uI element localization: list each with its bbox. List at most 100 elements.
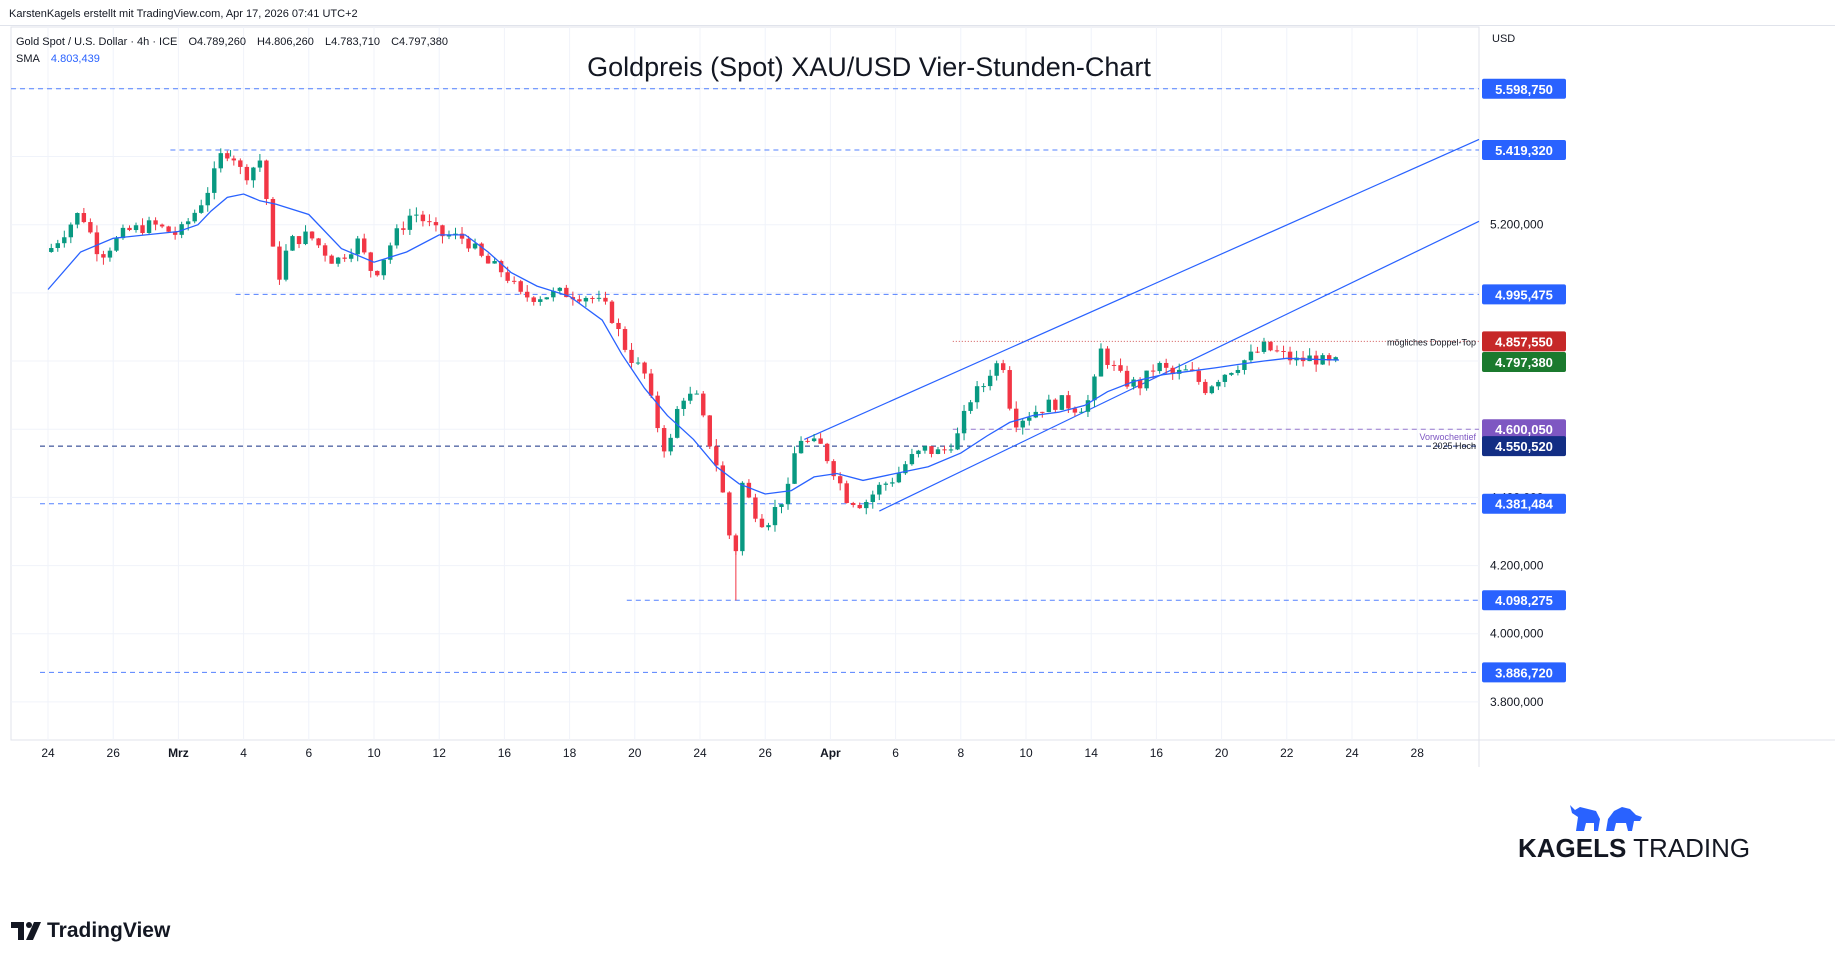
- candle-body: [903, 464, 908, 474]
- candle-body: [720, 465, 726, 493]
- candle-body: [1020, 420, 1025, 428]
- level-badge: [1482, 139, 1566, 160]
- candle-body: [1261, 341, 1267, 352]
- candle-body: [864, 501, 869, 509]
- candle-body: [818, 438, 823, 444]
- candle-body: [479, 243, 484, 256]
- candle-body: [759, 518, 765, 528]
- candle-body: [1053, 399, 1058, 410]
- level-badge: [1482, 351, 1566, 372]
- candle-body: [785, 483, 791, 505]
- candle-body: [857, 504, 862, 509]
- candle-body: [981, 386, 986, 388]
- candle-body: [166, 226, 171, 232]
- candle-body: [844, 483, 849, 503]
- kagels-trading-logo: KAGELS TRADING: [1518, 795, 1750, 863]
- level-badge-label: 4.995,475: [1495, 287, 1553, 302]
- candle-body: [922, 446, 928, 451]
- candle-body: [551, 290, 556, 298]
- x-tick-label: 24: [41, 746, 55, 760]
- level-badge-label: 4.797,380: [1495, 355, 1553, 370]
- level-annotation: mögliches Doppel-Top: [1387, 337, 1476, 347]
- candle-body: [544, 297, 549, 300]
- candle-body: [218, 153, 223, 169]
- attribution-bar: KarstenKagels erstellt mit TradingView.c…: [0, 0, 1835, 26]
- candle-body: [707, 415, 712, 447]
- candle-body: [714, 446, 719, 466]
- x-tick-label: Mrz: [168, 746, 189, 760]
- candle-body: [1137, 379, 1143, 389]
- candle-body: [264, 160, 269, 199]
- tradingview-logo[interactable]: TradingView: [11, 919, 170, 943]
- candle-body: [831, 461, 836, 477]
- candle-body: [199, 205, 204, 213]
- level-badge-label: 5.598,750: [1495, 82, 1553, 97]
- candle-body: [225, 153, 230, 159]
- plot-frame: [10, 26, 1480, 741]
- candle-body: [994, 363, 999, 376]
- candle-body: [974, 386, 980, 403]
- candle-body: [101, 254, 106, 258]
- candle-body: [1333, 357, 1338, 361]
- level-badge: [1482, 590, 1566, 611]
- candle-body: [987, 375, 993, 387]
- tradingview-wordmark: TradingView: [47, 919, 171, 942]
- symbol-name: Gold Spot / U.S. Dollar · 4h · ICE: [16, 36, 178, 48]
- level-annotation: Vorwochentief: [1419, 432, 1476, 442]
- symbol-legend[interactable]: Gold Spot / U.S. Dollar · 4h · ICE O4.78…: [16, 34, 448, 68]
- candle-body: [701, 393, 706, 416]
- level-badge-label: 4.550,520: [1495, 439, 1553, 454]
- candle-body: [446, 235, 452, 237]
- candle-body: [348, 254, 354, 259]
- candle-body: [127, 227, 132, 231]
- candle-body: [1059, 395, 1065, 410]
- candle-body: [1014, 408, 1019, 428]
- candle-body: [75, 213, 80, 225]
- candle-body: [205, 192, 210, 206]
- candle-body: [1326, 355, 1332, 361]
- candle-body: [942, 449, 947, 451]
- candle-body: [277, 246, 282, 280]
- x-tick-label: 26: [107, 746, 121, 760]
- candle-body: [1157, 362, 1162, 372]
- level-badge-label: 3.886,720: [1495, 665, 1553, 680]
- candle-body: [1248, 351, 1254, 361]
- candle-body: [485, 255, 491, 264]
- candle-body: [1098, 348, 1104, 377]
- candle-body: [388, 245, 393, 260]
- candle-body: [916, 450, 921, 455]
- candle-body: [1066, 395, 1071, 409]
- candle-body: [335, 257, 341, 264]
- candle-body: [557, 287, 563, 291]
- candle-body: [877, 484, 882, 495]
- candle-body: [1203, 381, 1208, 394]
- candle-body: [172, 231, 178, 235]
- y-tick-label: 3.800,000: [1490, 695, 1544, 709]
- candle-body: [466, 238, 471, 249]
- candle-body: [1229, 372, 1234, 375]
- candle-body: [1111, 364, 1117, 366]
- currency-label: USD: [1492, 33, 1515, 45]
- candle-body: [270, 198, 276, 247]
- sma-row: SMA 4.803,439: [16, 51, 448, 68]
- candle-body: [688, 393, 693, 401]
- low-value: L4.783,710: [324, 36, 381, 48]
- x-tick-label: 6: [892, 746, 899, 760]
- candle-body: [1027, 417, 1032, 421]
- candle-body: [811, 438, 817, 442]
- candle-body: [622, 329, 628, 350]
- chart-title: Goldpreis (Spot) XAU/USD Vier-Stunden-Ch…: [587, 52, 1151, 82]
- y-tick-label: 4.200,000: [1490, 559, 1544, 573]
- candle-body: [1092, 376, 1097, 401]
- candle-body: [1242, 360, 1247, 370]
- level-badge: [1482, 284, 1566, 305]
- candle-body: [244, 166, 250, 181]
- candle-body: [192, 212, 197, 222]
- candle-body: [231, 158, 237, 161]
- candle-body: [896, 473, 902, 483]
- candle-body: [1177, 369, 1182, 374]
- open-value: O4.789,260: [188, 36, 246, 48]
- candle-body: [140, 225, 145, 233]
- candle-body: [179, 224, 184, 235]
